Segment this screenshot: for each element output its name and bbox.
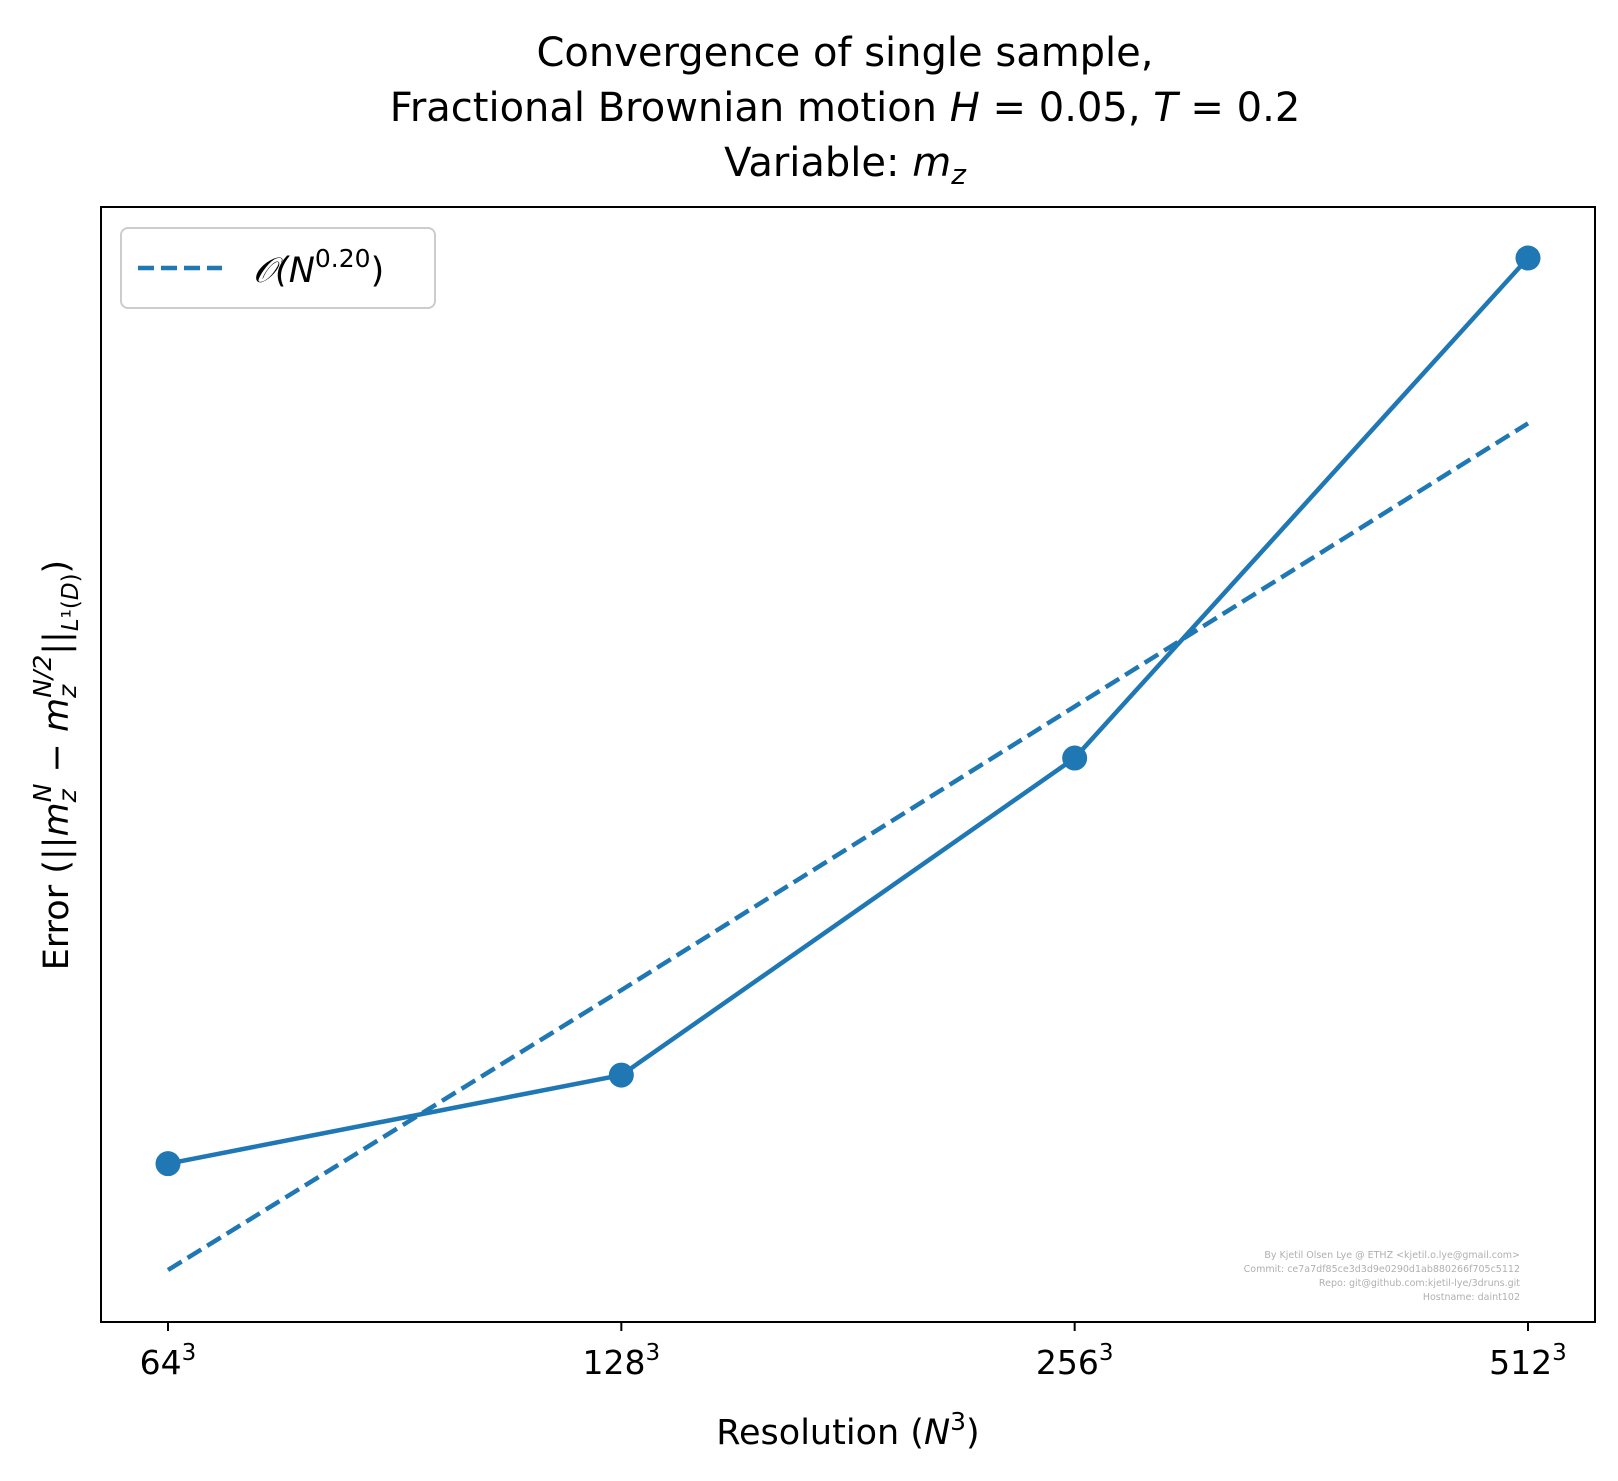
x-tick-label-128: 1283 [583,1340,661,1382]
reference-slope-line [166,421,1530,1272]
error-markers [155,245,1541,1177]
x-tick-label-512: 5123 [1489,1340,1567,1382]
legend-label: 𝒪(N0.20) [253,244,384,291]
reference-slope-series [166,421,1530,1272]
x-axis-ticks: 643 1283 2563 5123 [140,1322,1567,1382]
legend-box [120,227,436,309]
chart-title-line-1: Convergence of single sample, [537,30,1154,76]
x-axis-label: Resolution (N3) [716,1407,979,1453]
watermark-line-3: Repo: git@github.com:kjetil-lye/3druns.g… [1319,1278,1520,1289]
error-point-64 [155,1151,181,1177]
watermark: By Kjetil Olsen Lye @ ETHZ <kjetil.o.lye… [1244,1250,1521,1303]
watermark-line-4: Hostname: daint102 [1423,1292,1520,1303]
chart-title-line-2: Fractional Brownian motion H = 0.05, T =… [390,85,1301,131]
chart-title-line-3: Variable: mz [724,140,967,191]
error-line [167,256,1530,1166]
plot-area [100,206,1596,1323]
legend: 𝒪(N0.20) [120,227,436,309]
error-point-512 [1515,245,1541,271]
y-axis-label: Error (||mzN − mzN/2||L¹(D)) [28,560,84,970]
watermark-line-1: By Kjetil Olsen Lye @ ETHZ <kjetil.o.lye… [1264,1250,1520,1261]
x-tick-label-64: 643 [140,1340,197,1382]
watermark-line-2: Commit: ce7a7df85ce3d3d9e0290d1ab880266f… [1244,1264,1520,1275]
error-point-128 [608,1062,634,1088]
error-point-256 [1062,745,1088,771]
x-tick-label-256: 2563 [1036,1340,1114,1382]
error-series [167,256,1530,1166]
